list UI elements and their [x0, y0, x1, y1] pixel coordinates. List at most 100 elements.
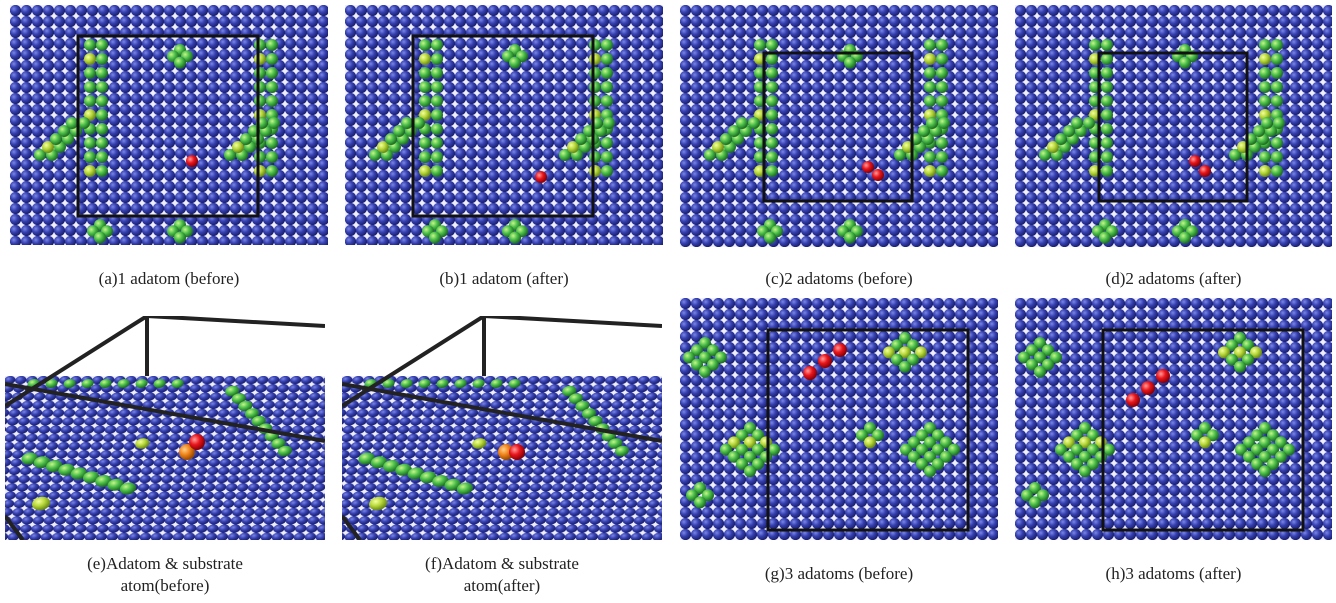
atom — [1259, 151, 1271, 163]
atom — [1259, 53, 1271, 65]
atom — [431, 123, 443, 135]
atom — [1099, 232, 1111, 244]
atom — [872, 169, 884, 181]
atom — [936, 137, 948, 149]
substrate-grid — [1015, 298, 1332, 540]
caption: (d)2 adatoms (after) — [995, 268, 1336, 290]
panel — [5, 316, 325, 540]
atom — [936, 39, 948, 51]
atom — [936, 151, 948, 163]
caption: (e)Adatom & substrateatom(before) — [0, 553, 345, 597]
atom — [1083, 117, 1095, 129]
atom — [766, 95, 778, 107]
atom — [924, 39, 936, 51]
atom — [84, 95, 96, 107]
panel — [680, 298, 998, 540]
atom — [96, 137, 108, 149]
atom — [254, 95, 266, 107]
atom — [818, 354, 832, 368]
atom — [1271, 53, 1283, 65]
atom — [924, 53, 936, 65]
atom — [589, 81, 601, 93]
atom — [1259, 67, 1271, 79]
atom — [1259, 39, 1271, 51]
atom — [266, 81, 278, 93]
atom — [936, 81, 948, 93]
atom — [66, 117, 78, 129]
atom — [431, 53, 443, 65]
atom — [94, 232, 106, 244]
atom — [601, 53, 613, 65]
atom — [431, 137, 443, 149]
atom — [1101, 81, 1113, 93]
atom — [84, 53, 96, 65]
atom — [1271, 137, 1283, 149]
atom — [84, 137, 96, 149]
atom — [766, 137, 778, 149]
atom — [174, 232, 186, 244]
atom — [1034, 366, 1046, 378]
substrate-grid — [5, 376, 325, 540]
atom — [699, 366, 711, 378]
atom — [1126, 393, 1140, 407]
atom — [601, 151, 613, 163]
atom — [1101, 39, 1113, 51]
caption-line: (e)Adatom & substrate — [0, 553, 345, 575]
atom — [766, 165, 778, 177]
atom — [413, 117, 425, 129]
substrate-grid — [10, 5, 328, 245]
atom — [1271, 95, 1283, 107]
atom — [766, 123, 778, 135]
atom — [1259, 165, 1271, 177]
atom — [1271, 67, 1283, 79]
atom — [1101, 137, 1113, 149]
atom — [1101, 53, 1113, 65]
atom — [1199, 165, 1211, 177]
atom — [766, 151, 778, 163]
caption: (g)3 adatoms (before) — [660, 563, 1018, 585]
atom — [429, 232, 441, 244]
atom — [509, 232, 521, 244]
atom — [736, 117, 748, 129]
atom — [864, 436, 876, 448]
caption-line: (c)2 adatoms (before) — [660, 268, 1018, 290]
atom — [1271, 39, 1283, 51]
panel — [342, 316, 662, 540]
panel — [1015, 5, 1332, 247]
atom — [419, 67, 431, 79]
atom — [589, 151, 601, 163]
atom — [936, 67, 948, 79]
atom — [601, 67, 613, 79]
atom — [254, 39, 266, 51]
atom — [189, 434, 205, 450]
atom — [431, 109, 443, 121]
atom — [1259, 95, 1271, 107]
atom — [509, 57, 521, 69]
atom — [174, 57, 186, 69]
atom — [266, 67, 278, 79]
atom — [419, 151, 431, 163]
atom — [1234, 361, 1246, 373]
simulation-image — [342, 316, 662, 540]
atom — [266, 151, 278, 163]
panel — [10, 5, 328, 245]
atom — [78, 117, 90, 129]
atom — [1259, 81, 1271, 93]
atom — [266, 165, 278, 177]
atom — [601, 39, 613, 51]
atom — [1141, 381, 1155, 395]
atom — [1101, 95, 1113, 107]
atom — [266, 53, 278, 65]
atom — [84, 151, 96, 163]
atom — [96, 39, 108, 51]
atom — [924, 81, 936, 93]
atom — [1101, 151, 1113, 163]
atom — [1071, 117, 1083, 129]
atom — [1179, 232, 1191, 244]
atom — [1029, 496, 1041, 508]
atom — [924, 151, 936, 163]
atom — [254, 151, 266, 163]
atom — [419, 95, 431, 107]
atom — [96, 151, 108, 163]
atom — [844, 232, 856, 244]
